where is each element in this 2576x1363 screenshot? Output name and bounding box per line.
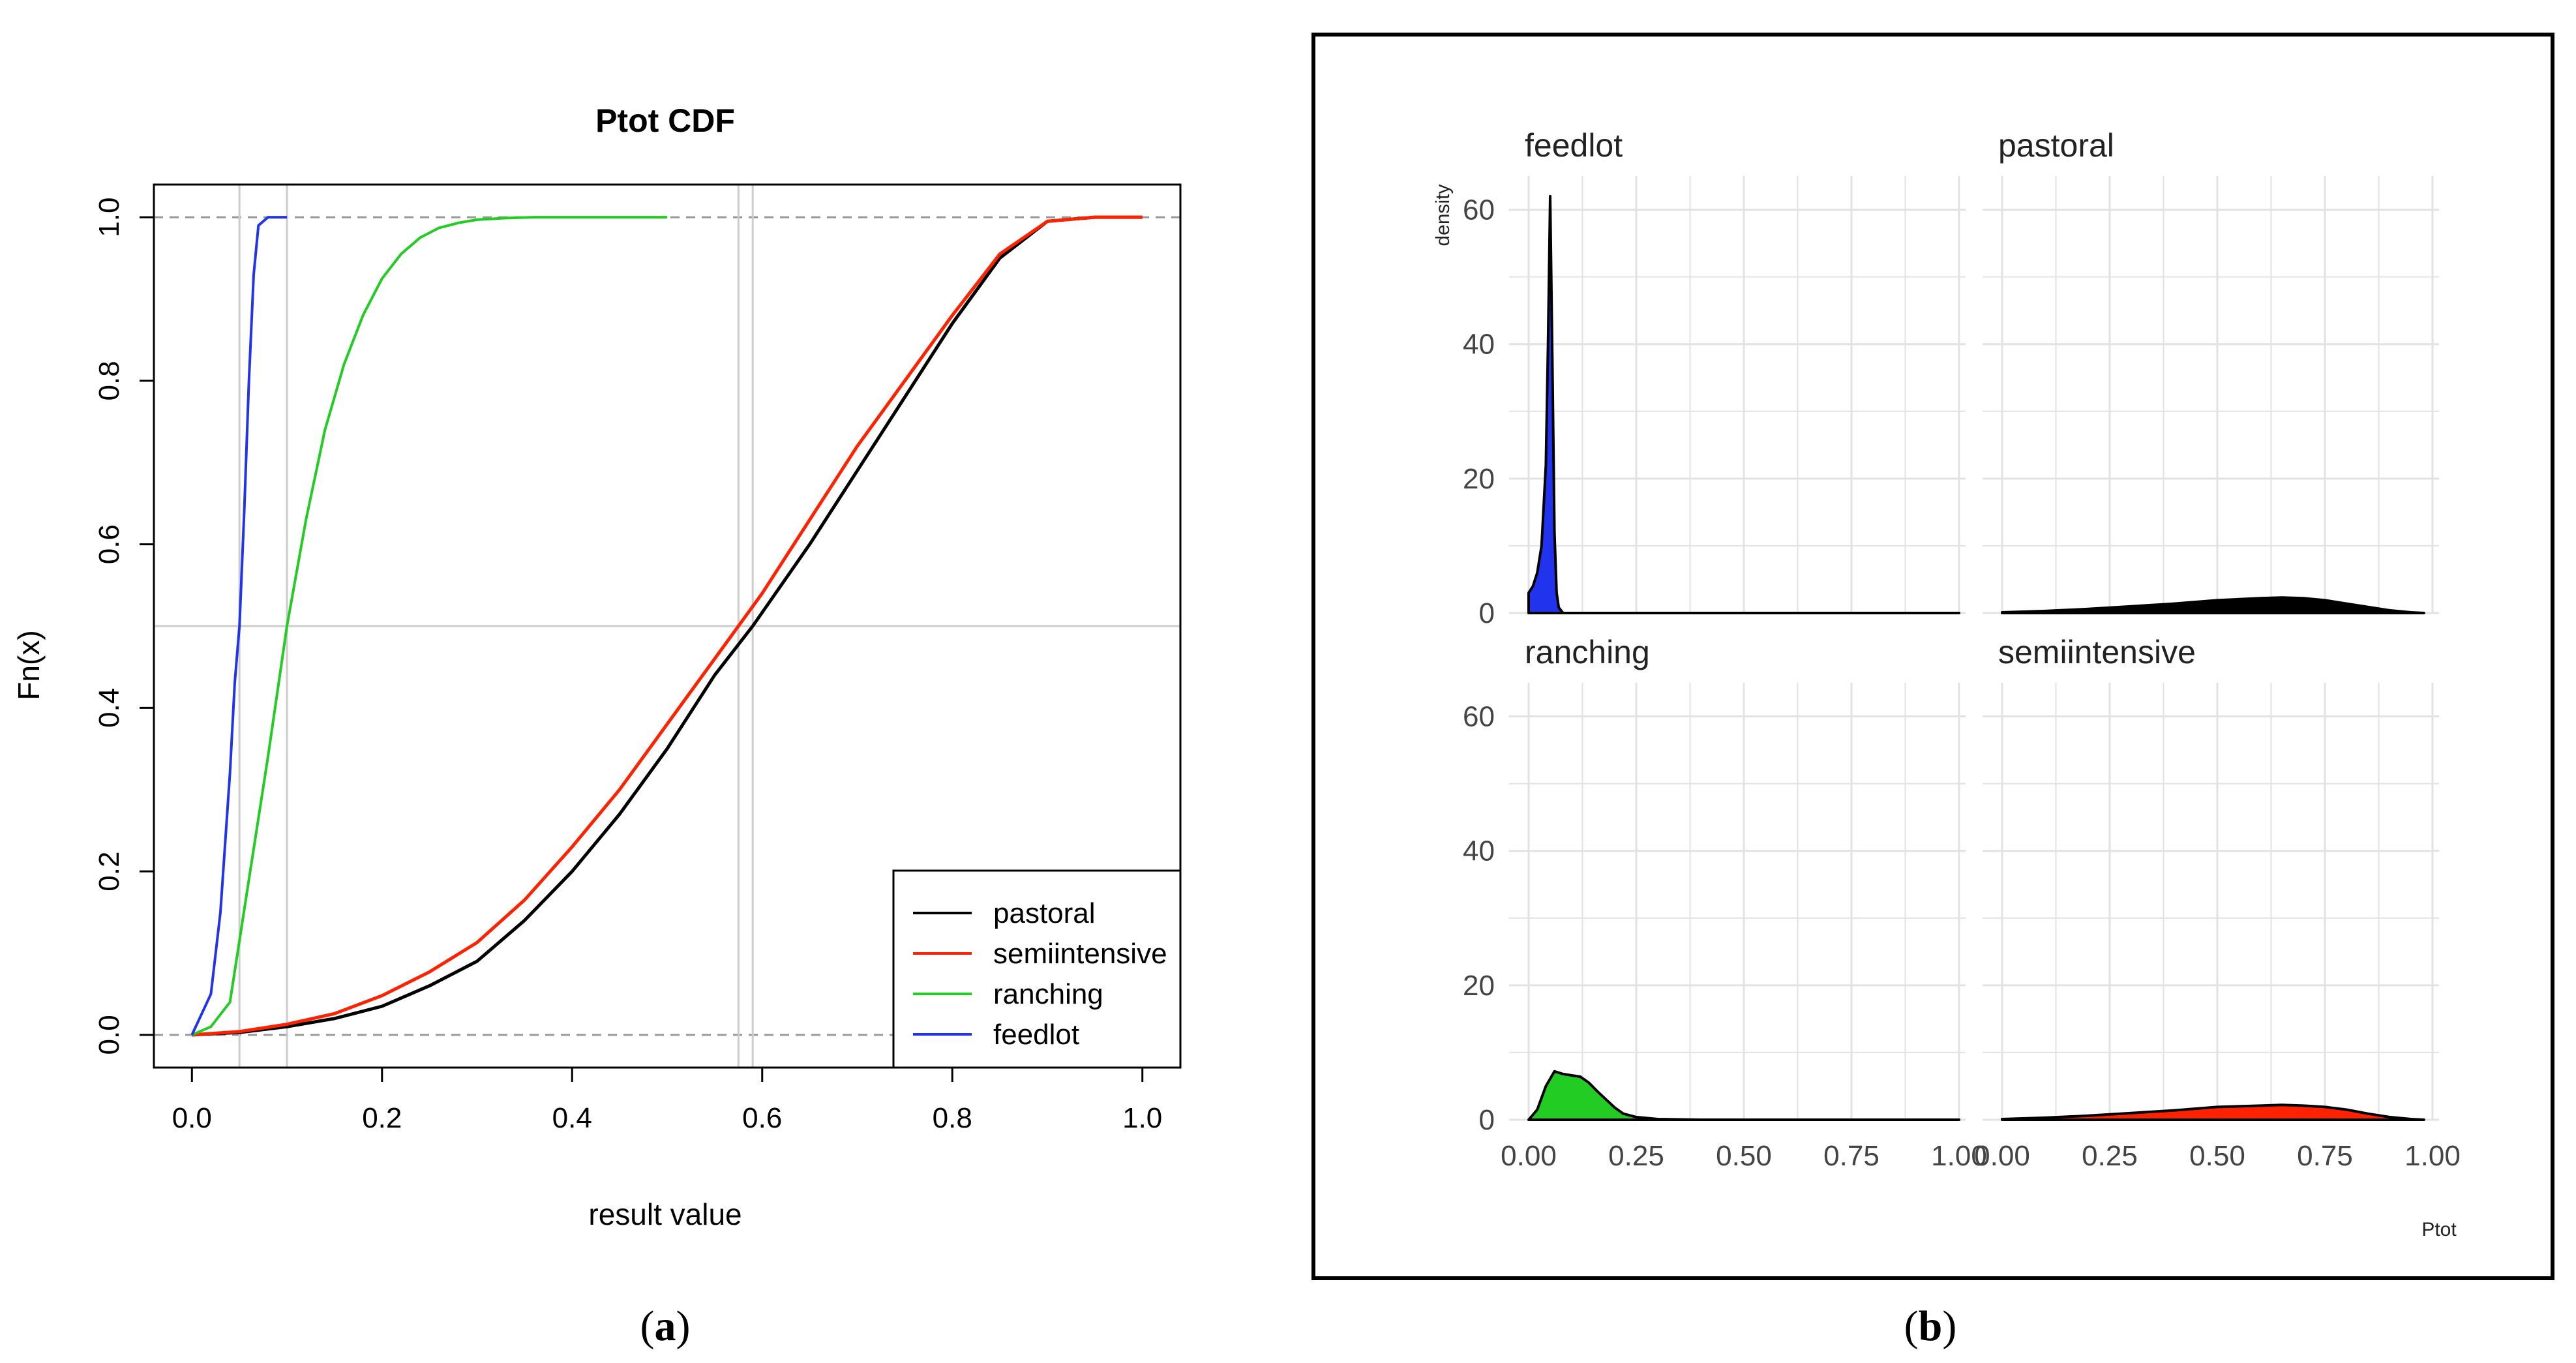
- cdf-series: [190, 215, 1143, 1037]
- facet-y-tick-label: 20: [1463, 463, 1495, 495]
- facet-strip-feedlot: feedlot: [1525, 127, 1623, 164]
- cdf-x-tick-label: 1.0: [1122, 1102, 1162, 1134]
- facet-x-tick-label: 0.50: [1716, 1140, 1772, 1172]
- cdf-x-tick-label: 0.6: [742, 1102, 782, 1134]
- caption-a-open: (: [640, 1302, 655, 1350]
- panel-b-caption: (b): [1904, 1302, 1957, 1350]
- cdf-title: Ptot CDF: [595, 102, 735, 139]
- cdf-line-ranching: [191, 216, 667, 1036]
- facet-x-tick-label: 1.00: [1931, 1140, 1987, 1172]
- facet-y-tick-label: 0: [1479, 597, 1495, 629]
- cdf-x-tick-label: 0.8: [933, 1102, 972, 1134]
- cdf-legend: pastoral semiintensive ranching feedlot: [892, 869, 1182, 1069]
- facet-x-tick-label: 0.00: [1974, 1140, 2030, 1172]
- facet-x-tick-label: 0.25: [2082, 1140, 2138, 1172]
- panel-b-density: density feedlot 0 20 40 60 pastoral ranching 0 2…: [1311, 33, 2554, 1350]
- svg-text:(b): (b): [1904, 1302, 1957, 1350]
- facet-y-tick-label: 40: [1463, 329, 1495, 361]
- facet-pastoral: pastoral: [1983, 127, 2439, 614]
- facet-x-tick-label: 0.25: [1608, 1140, 1664, 1172]
- facet-x-tick-label: 0.00: [1501, 1140, 1557, 1172]
- cdf-x-ticks: 0.0 0.2 0.4 0.6 0.8 1.0: [172, 1068, 1162, 1134]
- cdf-line-feedlot: [190, 216, 287, 1036]
- legend-label-semiintensive: semiintensive: [993, 938, 1167, 970]
- facet-y-tick-label: 60: [1463, 701, 1495, 733]
- facet-y-tick-label: 40: [1463, 835, 1495, 867]
- facet-y-tick-label: 20: [1463, 970, 1495, 1002]
- cdf-y-tick-label: 0.2: [93, 852, 125, 891]
- panel-a-caption: (a): [640, 1302, 691, 1350]
- facet-x-tick-label: 0.75: [2297, 1140, 2353, 1172]
- caption-a-close: ): [676, 1302, 691, 1350]
- caption-b-close: ): [1942, 1302, 1956, 1350]
- facet-x-tick-label: 0.75: [1823, 1140, 1880, 1172]
- cdf-plot-box: [153, 183, 1182, 1069]
- facet-semiintensive: semiintensive 0.00 0.25 0.50 0.75 1.00: [1974, 634, 2461, 1172]
- panel-b-frame: [1311, 33, 2554, 1280]
- density-y-axis-label: density: [1432, 184, 1454, 246]
- facet-area-ranching: [1527, 1070, 1960, 1121]
- cdf-y-tick-label: 0.6: [93, 524, 125, 564]
- facet-strip-pastoral: pastoral: [1998, 127, 2114, 164]
- cdf-y-tick-label: 0.0: [93, 1015, 125, 1055]
- caption-b-letter: b: [1919, 1302, 1943, 1350]
- facet-x-tick-label: 1.00: [2404, 1140, 2461, 1172]
- legend-label-feedlot: feedlot: [993, 1019, 1079, 1051]
- caption-a-letter: a: [655, 1302, 676, 1350]
- facet-area-feedlot: [1527, 194, 1960, 614]
- facet-y-tick-label: 60: [1463, 194, 1495, 226]
- cdf-y-axis-label: Fn(x): [12, 630, 46, 700]
- cdf-x-tick-label: 0.4: [552, 1102, 592, 1134]
- cdf-y-ticks: 0.0 0.2 0.4 0.6 0.8 1.0: [93, 198, 154, 1055]
- facet-ranching: ranching 0 20 40 60 0.00 0.25 0.50 0.75 1.00: [1463, 634, 1987, 1172]
- cdf-line-semiintensive: [192, 215, 1143, 1037]
- legend-label-pastoral: pastoral: [993, 897, 1096, 929]
- cdf-x-axis-label: result value: [588, 1197, 741, 1231]
- cdf-line-pastoral: [192, 215, 1143, 1037]
- svg-text:(a): (a): [640, 1302, 691, 1350]
- cdf-x-tick-label: 0.0: [172, 1102, 212, 1134]
- density-facets: feedlot 0 20 40 60 pastoral ranching 0 20 40 60 0.0…: [1463, 127, 2461, 1172]
- cdf-x-tick-label: 0.2: [362, 1102, 402, 1134]
- cdf-y-tick-label: 0.4: [93, 688, 125, 728]
- caption-b-open: (: [1904, 1302, 1919, 1350]
- facet-area-semiintensive: [2001, 1103, 2425, 1121]
- legend-label-ranching: ranching: [993, 978, 1103, 1010]
- density-x-axis-label: Ptot: [2421, 1219, 2457, 1240]
- cdf-y-tick-label: 0.8: [93, 361, 125, 400]
- panel-a-cdf: Ptot CDF 0.0 0.2 0.4 0.6 0.8 1.0 0.0 0.2 0.4 0.6…: [12, 102, 1182, 1350]
- facet-strip-semiintensive: semiintensive: [1998, 634, 2196, 670]
- cdf-y-tick-label: 1.0: [93, 198, 125, 237]
- facet-x-tick-label: 0.50: [2189, 1140, 2245, 1172]
- facet-area-pastoral: [2001, 596, 2425, 614]
- facet-strip-ranching: ranching: [1525, 634, 1650, 670]
- facet-feedlot: feedlot 0 20 40 60: [1463, 127, 1966, 629]
- facet-y-tick-label: 0: [1479, 1104, 1495, 1136]
